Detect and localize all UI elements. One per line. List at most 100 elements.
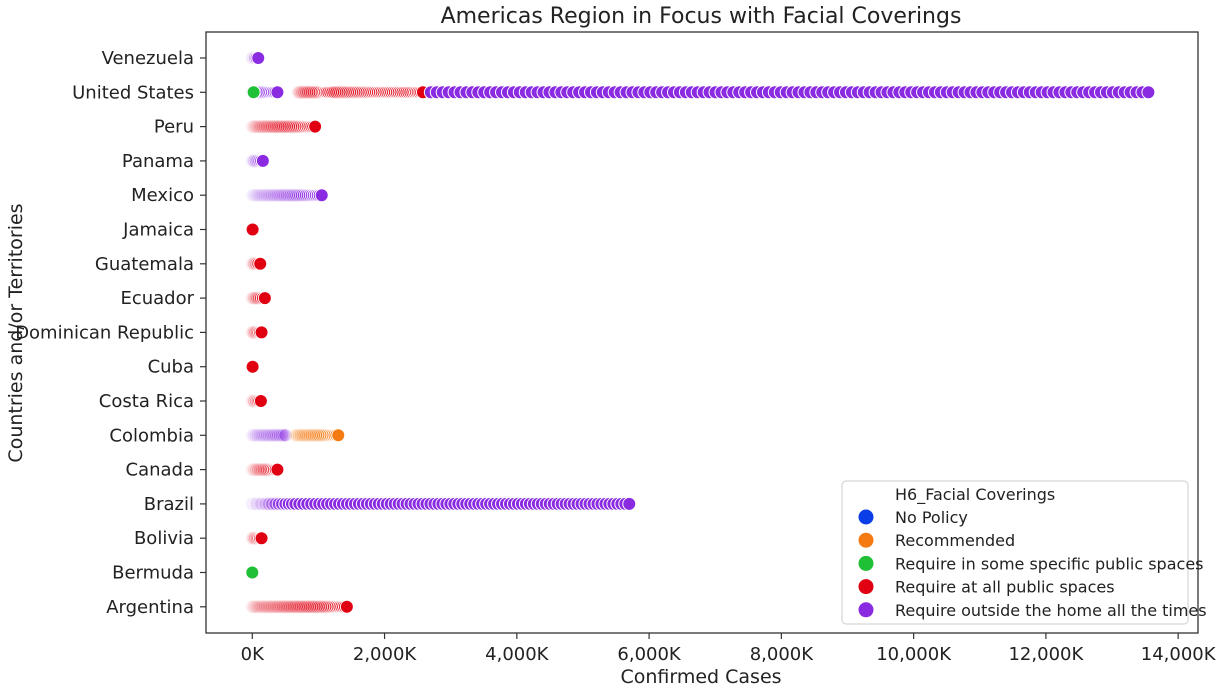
data-point-peru (247, 119, 262, 134)
legend-label-require-at-all-public-spaces: Require at all public spaces (895, 578, 1115, 597)
legend-box (841, 480, 1189, 625)
data-point-united-states (1141, 85, 1156, 100)
legend-marker-recommended (858, 532, 874, 548)
data-point-mexico (261, 188, 276, 203)
data-point-colombia (258, 428, 273, 443)
data-point-argentina (265, 599, 280, 614)
data-point-argentina (275, 599, 290, 614)
data-point-mexico (245, 188, 260, 203)
y-tick-label-cuba: Cuba (148, 357, 194, 378)
data-point-mexico (254, 188, 269, 203)
data-point-argentina (263, 599, 278, 614)
y-tick-label-dominican-republic: Dominican Republic (15, 322, 194, 343)
legend-title: H6_Facial Coverings (895, 485, 1055, 505)
data-point-argentina (245, 599, 260, 614)
data-point-jamaica (245, 222, 260, 237)
data-point-colombia (276, 428, 291, 443)
data-point-argentina (283, 599, 298, 614)
data-point-colombia (263, 428, 278, 443)
chart-title: Americas Region in Focus with Facial Cov… (441, 4, 962, 29)
y-tick-label-colombia: Colombia (109, 425, 194, 446)
data-point-mexico (268, 188, 283, 203)
data-point-argentina (277, 599, 292, 614)
data-point-argentina (274, 599, 289, 614)
data-point-colombia (288, 428, 303, 443)
y-tick-label-canada: Canada (126, 460, 195, 481)
data-point-argentina (266, 599, 281, 614)
data-point-mexico (270, 188, 285, 203)
data-point-colombia (248, 428, 263, 443)
data-point-peru (245, 119, 260, 134)
data-point-argentina (288, 599, 303, 614)
data-point-argentina (284, 599, 299, 614)
data-point-united-states (299, 85, 314, 100)
x-axis-title: Confirmed Cases (620, 666, 781, 688)
data-point-colombia (278, 428, 293, 443)
data-point-argentina (270, 599, 285, 614)
ticks-layer: Venezuela United States Peru Panama Mexico Ja… (15, 48, 1217, 665)
data-point-mexico (272, 188, 287, 203)
data-point-mexico (247, 188, 262, 203)
y-tick-label-guatemala: Guatemala (95, 254, 194, 275)
data-point-colombia (271, 428, 286, 443)
data-point-peru (252, 119, 267, 134)
legend-marker-require-at-all-public-spaces (858, 579, 874, 595)
data-point-argentina (259, 599, 274, 614)
legend-label-require-in-some-specific-public-spaces: Require in some specific public spaces (895, 554, 1204, 573)
data-point-mexico (257, 188, 272, 203)
data-point-ecuador (257, 291, 272, 306)
legend-marker-no-policy (858, 509, 874, 525)
data-point-argentina (281, 599, 296, 614)
data-point-united-states (297, 85, 312, 100)
data-point-dominican-republic (254, 325, 269, 340)
legend-entries: No Policy Recommended Require in some spec… (858, 508, 1207, 620)
x-tick-label: 4,000K (485, 644, 550, 665)
data-point-argentina (268, 599, 283, 614)
legend-label-no-policy: No Policy (895, 508, 968, 527)
legend-marker-require-in-some-specific-public-spaces (858, 555, 874, 571)
y-tick-label-panama: Panama (122, 151, 194, 172)
data-point-venezuela (251, 51, 266, 65)
data-point-colombia (331, 428, 346, 443)
data-point-peru (257, 119, 272, 134)
data-point-argentina (252, 599, 267, 614)
data-point-colombia (269, 428, 284, 443)
data-point-argentina (339, 599, 354, 614)
y-tick-label-jamaica: Jamaica (122, 220, 194, 241)
data-point-colombia (245, 428, 260, 443)
y-tick-label-united-states: United States (72, 82, 194, 103)
data-point-peru (250, 119, 265, 134)
y-axis-title: Countries and/or Territories (5, 203, 27, 462)
data-point-united-states (270, 85, 285, 100)
data-point-costa-rica (253, 394, 268, 408)
data-point-argentina (257, 599, 272, 614)
data-point-brazil (249, 496, 264, 511)
y-tick-label-bolivia: Bolivia (134, 528, 194, 549)
x-tick-label: 0K (241, 644, 265, 665)
data-point-bermuda (245, 565, 260, 580)
data-point-colombia (293, 428, 308, 443)
data-point-canada (270, 462, 285, 477)
data-point-colombia (247, 428, 262, 443)
data-point-colombia (291, 428, 306, 443)
data-point-colombia (295, 428, 310, 443)
data-point-colombia (272, 428, 287, 443)
x-tick-label: 8,000K (750, 644, 815, 665)
data-point-mexico (256, 188, 271, 203)
data-point-mexico (248, 188, 263, 203)
data-point-argentina (248, 599, 263, 614)
data-point-brazil (254, 496, 269, 511)
data-point-peru (256, 119, 271, 134)
y-tick-label-brazil: Brazil (144, 494, 194, 515)
data-point-united-states (246, 85, 261, 100)
data-point-argentina (279, 599, 294, 614)
data-point-mexico (250, 188, 265, 203)
points-layer (245, 51, 1156, 614)
y-tick-label-costa-rica: Costa Rica (99, 391, 194, 412)
data-point-brazil (622, 496, 637, 511)
x-tick-label: 6,000K (617, 644, 682, 665)
y-tick-label-peru: Peru (154, 117, 194, 138)
x-tick-label: 10,000K (876, 644, 952, 665)
